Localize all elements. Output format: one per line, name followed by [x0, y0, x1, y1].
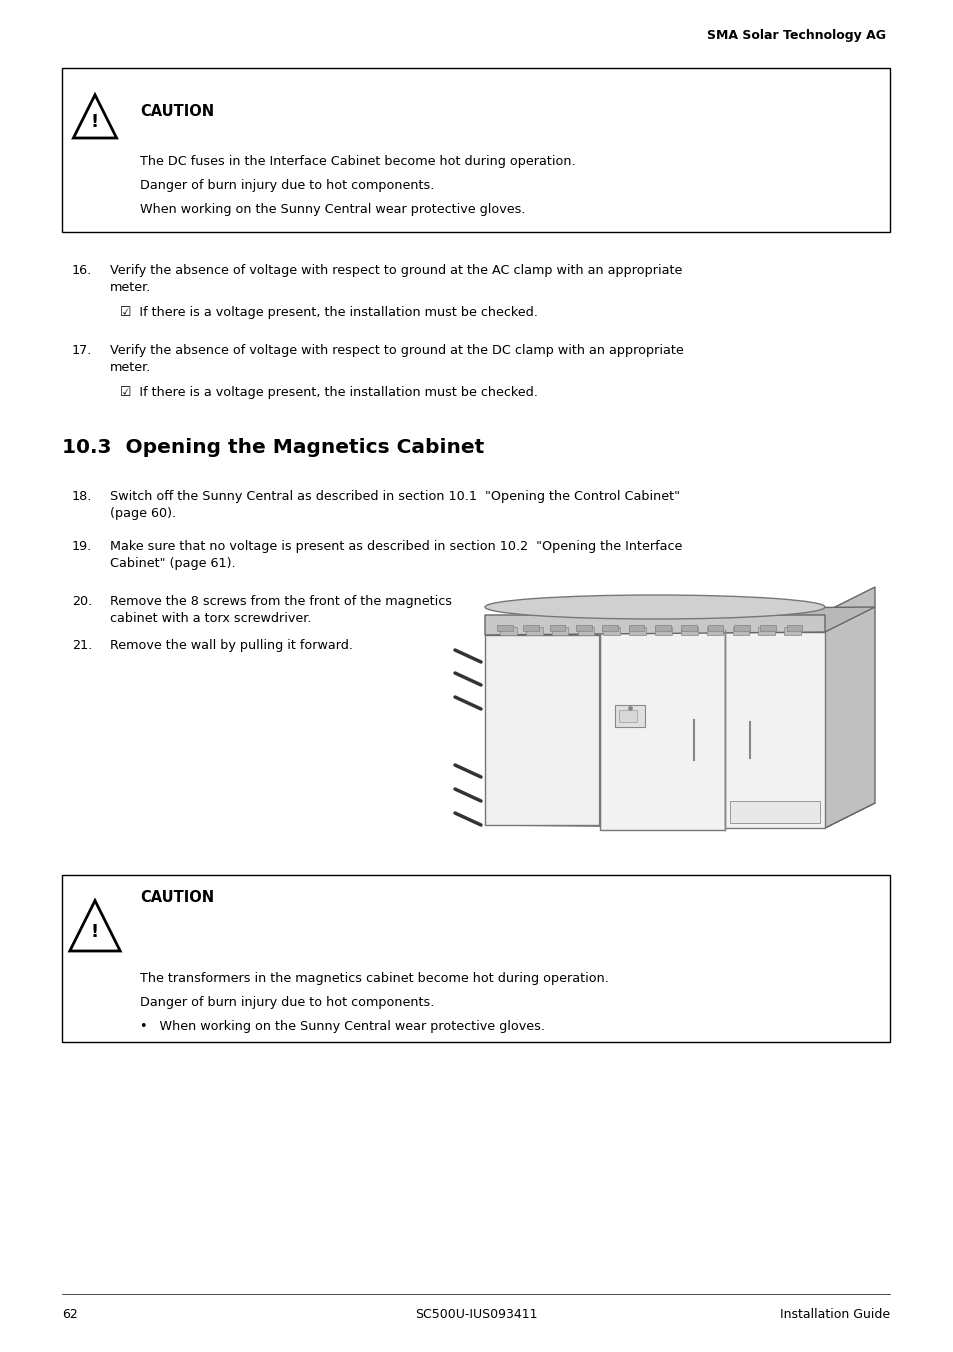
Text: 18.: 18. — [71, 489, 92, 503]
Bar — [760, 625, 776, 631]
Bar — [497, 625, 513, 631]
Bar — [615, 704, 644, 727]
Polygon shape — [484, 615, 824, 635]
Polygon shape — [484, 607, 874, 635]
Bar — [618, 710, 637, 722]
Bar — [629, 627, 645, 635]
Bar — [729, 800, 820, 823]
Bar — [680, 627, 697, 635]
Bar — [551, 627, 568, 635]
Text: (page 60).: (page 60). — [110, 507, 176, 521]
Text: ☑  If there is a voltage present, the installation must be checked.: ☑ If there is a voltage present, the ins… — [120, 387, 537, 399]
Text: !: ! — [91, 114, 99, 131]
Bar — [706, 627, 722, 635]
Text: •   When working on the Sunny Central wear protective gloves.: • When working on the Sunny Central wear… — [140, 1019, 544, 1033]
Bar — [484, 635, 599, 825]
Text: Verify the absence of voltage with respect to ground at the DC clamp with an app: Verify the absence of voltage with respe… — [110, 343, 683, 357]
Bar — [724, 631, 824, 827]
Text: 17.: 17. — [71, 343, 92, 357]
Bar — [655, 627, 671, 635]
Text: SC500U-IUS093411: SC500U-IUS093411 — [415, 1307, 537, 1321]
Bar — [758, 627, 775, 635]
Bar — [499, 627, 517, 635]
Bar — [732, 627, 748, 635]
Text: CAUTION: CAUTION — [140, 104, 213, 119]
Text: cabinet with a torx screwdriver.: cabinet with a torx screwdriver. — [110, 612, 312, 625]
Bar — [707, 625, 722, 631]
Text: Installation Guide: Installation Guide — [779, 1307, 889, 1321]
Bar — [549, 625, 565, 631]
Bar — [680, 625, 697, 631]
Text: CAUTION: CAUTION — [140, 890, 213, 904]
Bar — [576, 625, 591, 631]
Text: 21.: 21. — [71, 639, 92, 652]
Text: ☑  If there is a voltage present, the installation must be checked.: ☑ If there is a voltage present, the ins… — [120, 306, 537, 319]
Bar — [786, 625, 801, 631]
Bar — [577, 627, 594, 635]
Polygon shape — [824, 587, 874, 827]
Bar — [599, 630, 724, 830]
Text: Verify the absence of voltage with respect to ground at the AC clamp with an app: Verify the absence of voltage with respe… — [110, 264, 681, 277]
Bar — [602, 627, 619, 635]
Bar — [525, 627, 542, 635]
Bar — [523, 625, 538, 631]
Text: 19.: 19. — [71, 539, 92, 553]
Text: meter.: meter. — [110, 361, 152, 375]
Text: meter.: meter. — [110, 281, 152, 293]
Text: 20.: 20. — [71, 595, 92, 608]
Text: Remove the wall by pulling it forward.: Remove the wall by pulling it forward. — [110, 639, 353, 652]
Text: 62: 62 — [62, 1307, 77, 1321]
Text: Cabinet" (page 61).: Cabinet" (page 61). — [110, 557, 235, 571]
Ellipse shape — [484, 595, 824, 619]
Bar — [783, 627, 801, 635]
Text: !: ! — [91, 923, 99, 941]
Text: 10.3  Opening the Magnetics Cabinet: 10.3 Opening the Magnetics Cabinet — [62, 438, 484, 457]
Bar — [62, 875, 889, 1042]
Bar — [628, 625, 644, 631]
Text: Switch off the Sunny Central as described in section 10.1  "Opening the Control : Switch off the Sunny Central as describe… — [110, 489, 679, 503]
Text: Danger of burn injury due to hot components.: Danger of burn injury due to hot compone… — [140, 178, 434, 192]
Text: Make sure that no voltage is present as described in section 10.2  "Opening the : Make sure that no voltage is present as … — [110, 539, 681, 553]
Text: When working on the Sunny Central wear protective gloves.: When working on the Sunny Central wear p… — [140, 203, 525, 216]
Text: The DC fuses in the Interface Cabinet become hot during operation.: The DC fuses in the Interface Cabinet be… — [140, 155, 575, 168]
Bar — [655, 625, 670, 631]
Bar — [62, 68, 889, 233]
Text: Danger of burn injury due to hot components.: Danger of burn injury due to hot compone… — [140, 996, 434, 1009]
Text: SMA Solar Technology AG: SMA Solar Technology AG — [706, 30, 885, 42]
Text: 16.: 16. — [71, 264, 92, 277]
Bar — [601, 625, 618, 631]
Text: The transformers in the magnetics cabinet become hot during operation.: The transformers in the magnetics cabine… — [140, 972, 608, 986]
Text: Remove the 8 screws from the front of the magnetics: Remove the 8 screws from the front of th… — [110, 595, 452, 608]
Polygon shape — [484, 800, 874, 827]
Bar — [733, 625, 749, 631]
